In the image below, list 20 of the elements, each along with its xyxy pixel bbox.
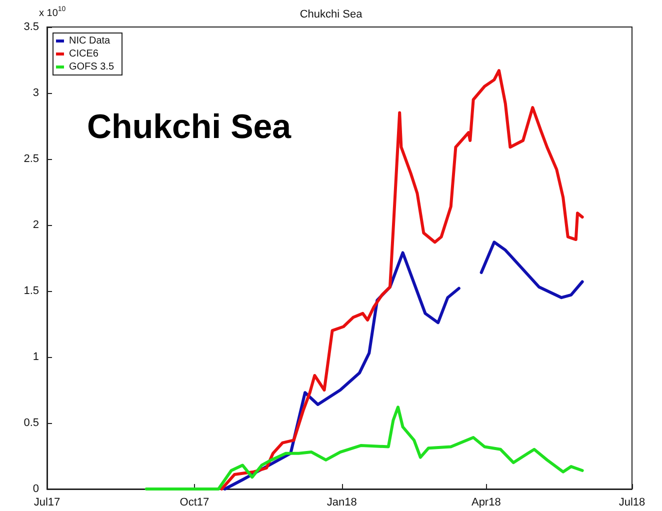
- x-tick-label: Jan18: [326, 496, 357, 508]
- x-tick-label: Oct17: [180, 496, 210, 508]
- chart-title: Chukchi Sea: [300, 8, 364, 20]
- x-tick-label: Apr18: [471, 496, 501, 508]
- line-series: [144, 406, 584, 490]
- y-tick-label: 0: [32, 483, 39, 495]
- legend-label: CICE6: [69, 48, 99, 60]
- y-tick-label: 3: [32, 87, 39, 99]
- y-tick-label: 1.5: [24, 285, 39, 297]
- y-tick-label: 1: [32, 351, 39, 363]
- line-series: [220, 69, 584, 490]
- y-tick-label: 2: [32, 219, 39, 231]
- annotation: Chukchi Sea: [87, 108, 292, 146]
- legend-label: GOFS 3.5: [69, 62, 114, 72]
- y-tick-label: 0.5: [24, 417, 39, 429]
- y-tick-label: 2.5: [24, 153, 39, 165]
- y-tick-label: 3.5: [24, 21, 39, 33]
- legend-label: NIC Data: [69, 36, 111, 46]
- x-tick-label: Jul18: [618, 496, 646, 508]
- x-tick-label: Jul17: [34, 496, 60, 508]
